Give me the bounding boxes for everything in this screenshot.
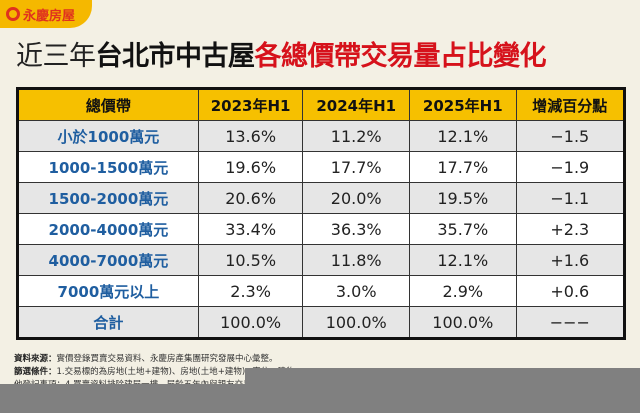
value-cell: 2.3%	[197, 275, 304, 307]
value-cell: 2.9%	[409, 275, 517, 307]
title-part-3: 各總價帶交易量占比變化	[254, 41, 547, 72]
table-row: 合計 100.0% 100.0% 100.0% −−−	[17, 306, 626, 339]
value-cell: −1.1	[515, 182, 626, 214]
column-header: 增減百分點	[515, 88, 626, 121]
table-row: 1000-1500萬元 19.6% 17.7% 17.7% −1.9	[17, 151, 626, 183]
value-cell: 17.7%	[302, 151, 410, 183]
column-header: 2025年H1	[409, 88, 517, 121]
price-band-cell: 小於1000萬元	[17, 120, 199, 152]
value-cell: −−−	[515, 306, 626, 339]
table-row: 7000萬元以上 2.3% 3.0% 2.9% +0.6	[17, 275, 626, 307]
price-band-cell: 7000萬元以上	[17, 275, 199, 307]
value-cell: +2.3	[515, 213, 626, 245]
value-cell: 13.6%	[197, 120, 304, 152]
title-part-2: 台北市中古屋	[95, 41, 256, 72]
logo-text: 永慶房屋	[23, 8, 76, 24]
value-cell: 33.4%	[197, 213, 304, 245]
value-cell: 12.1%	[409, 244, 517, 276]
column-header: 2023年H1	[197, 88, 304, 121]
value-cell: 10.5%	[197, 244, 304, 276]
price-band-cell: 4000-7000萬元	[17, 244, 199, 276]
value-cell: +1.6	[515, 244, 626, 276]
source-label: 資料來源：	[14, 354, 57, 364]
value-cell: 20.0%	[302, 182, 410, 214]
value-cell: +0.6	[515, 275, 626, 307]
table-row: 2000-4000萬元 33.4% 36.3% 35.7% +2.3	[17, 213, 626, 245]
value-cell: 17.7%	[409, 151, 517, 183]
table-header-row: 總價帶 2023年H1 2024年H1 2025年H1 增減百分點	[17, 88, 626, 121]
overlay-mask	[0, 384, 640, 413]
brand-logo: 永慶房屋	[0, 0, 92, 28]
column-header: 2024年H1	[302, 88, 410, 121]
price-band-cell: 合計	[17, 306, 199, 339]
value-cell: 19.6%	[197, 151, 304, 183]
column-header: 總價帶	[17, 88, 199, 121]
value-cell: −1.5	[515, 120, 626, 152]
source-text: 實價登錄買賣交易資料、永慶房產集團研究發展中心彙整。	[56, 354, 278, 364]
value-cell: 19.5%	[409, 182, 517, 214]
value-cell: 11.2%	[302, 120, 410, 152]
table-row: 小於1000萬元 13.6% 11.2% 12.1% −1.5	[17, 120, 626, 152]
value-cell: 12.1%	[409, 120, 517, 152]
table-row: 4000-7000萬元 10.5% 11.8% 12.1% +1.6	[17, 244, 626, 276]
title-part-1: 近三年	[16, 41, 96, 72]
value-cell: 100.0%	[197, 306, 304, 339]
page-title: 近三年台北市中古屋各總價帶交易量占比變化	[16, 34, 546, 73]
value-cell: 11.8%	[302, 244, 410, 276]
filter-note: 篩選條件：1.交易標的為房地(土地+建物)、房地(土地+建物)+車位、建物	[14, 366, 295, 379]
value-cell: 100.0%	[409, 306, 517, 339]
value-cell: 3.0%	[302, 275, 410, 307]
value-cell: 100.0%	[302, 306, 410, 339]
table-row: 1500-2000萬元 20.6% 20.0% 19.5% −1.1	[17, 182, 626, 214]
price-band-cell: 1000-1500萬元	[17, 151, 199, 183]
price-band-cell: 1500-2000萬元	[17, 182, 199, 214]
source-note: 資料來源：實價登錄買賣交易資料、永慶房產集團研究發展中心彙整。	[14, 353, 295, 366]
value-cell: 35.7%	[409, 213, 517, 245]
value-cell: 20.6%	[197, 182, 304, 214]
filter-text: 1.交易標的為房地(土地+建物)、房地(土地+建物)+車位、建物	[56, 367, 295, 377]
value-cell: −1.9	[515, 151, 626, 183]
value-cell: 36.3%	[302, 213, 410, 245]
logo-icon	[6, 7, 20, 21]
data-table: 總價帶 2023年H1 2024年H1 2025年H1 增減百分點 小於1000…	[16, 87, 626, 340]
price-band-cell: 2000-4000萬元	[17, 213, 199, 245]
filter-label: 篩選條件：	[14, 367, 57, 377]
